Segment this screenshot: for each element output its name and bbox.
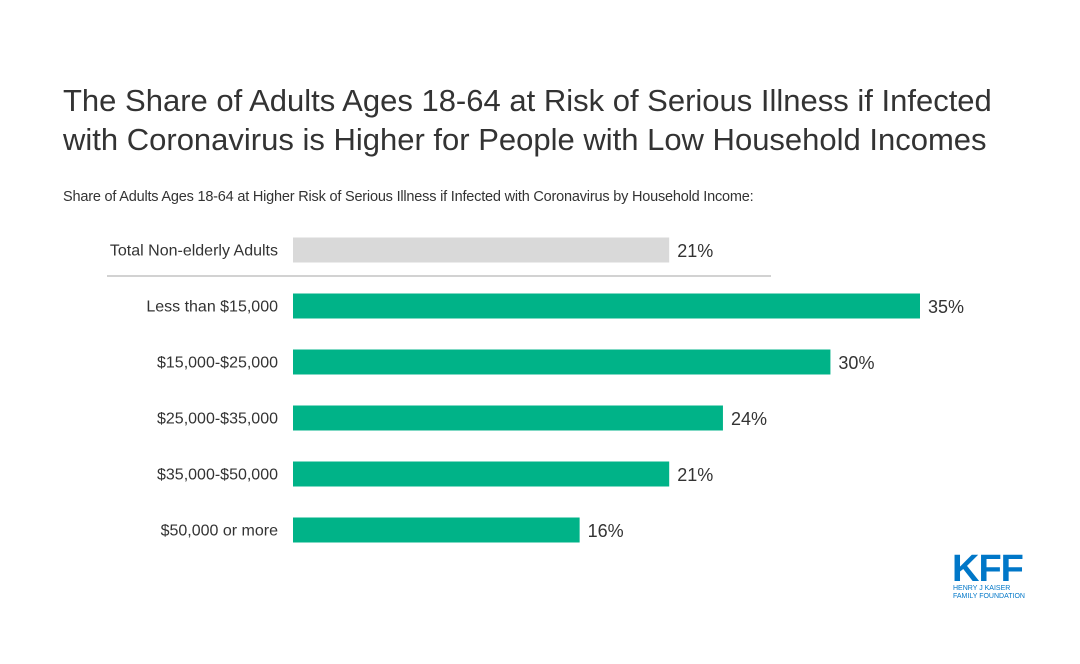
income-bar (293, 461, 670, 487)
data-label: 24% (731, 409, 767, 429)
kff-logo: KFF HENRY J KAISER FAMILY FOUNDATION (952, 548, 1025, 600)
logo-line1: HENRY J KAISER (953, 585, 1010, 592)
data-label: 21% (677, 465, 713, 485)
income-bar (293, 349, 831, 375)
income-bar (293, 405, 723, 431)
data-label: 16% (588, 521, 624, 541)
bars-layer: Total Non-elderly Adults 21% Less than $15… (107, 237, 964, 543)
category-label: Less than $15,000 (146, 299, 278, 316)
category-label: Total Non-elderly Adults (110, 243, 278, 260)
data-label: 30% (838, 353, 874, 373)
income-bar (293, 293, 920, 319)
chart-subtitle: Share of Adults Ages 18-64 at Higher Ris… (63, 189, 754, 205)
category-label: $25,000-$35,000 (157, 411, 278, 428)
income-bar (293, 517, 580, 543)
category-label: $50,000 or more (161, 523, 279, 540)
data-label: 35% (928, 297, 964, 317)
data-label: 21% (677, 241, 713, 261)
total-bar (293, 237, 670, 263)
logo-line2: FAMILY FOUNDATION (953, 593, 1025, 600)
category-label: $35,000-$50,000 (157, 467, 278, 484)
chart-title: The Share of Adults Ages 18-64 at Risk o… (63, 83, 992, 157)
logo-mark: KFF (952, 548, 1023, 590)
category-label: $15,000-$25,000 (157, 355, 278, 372)
